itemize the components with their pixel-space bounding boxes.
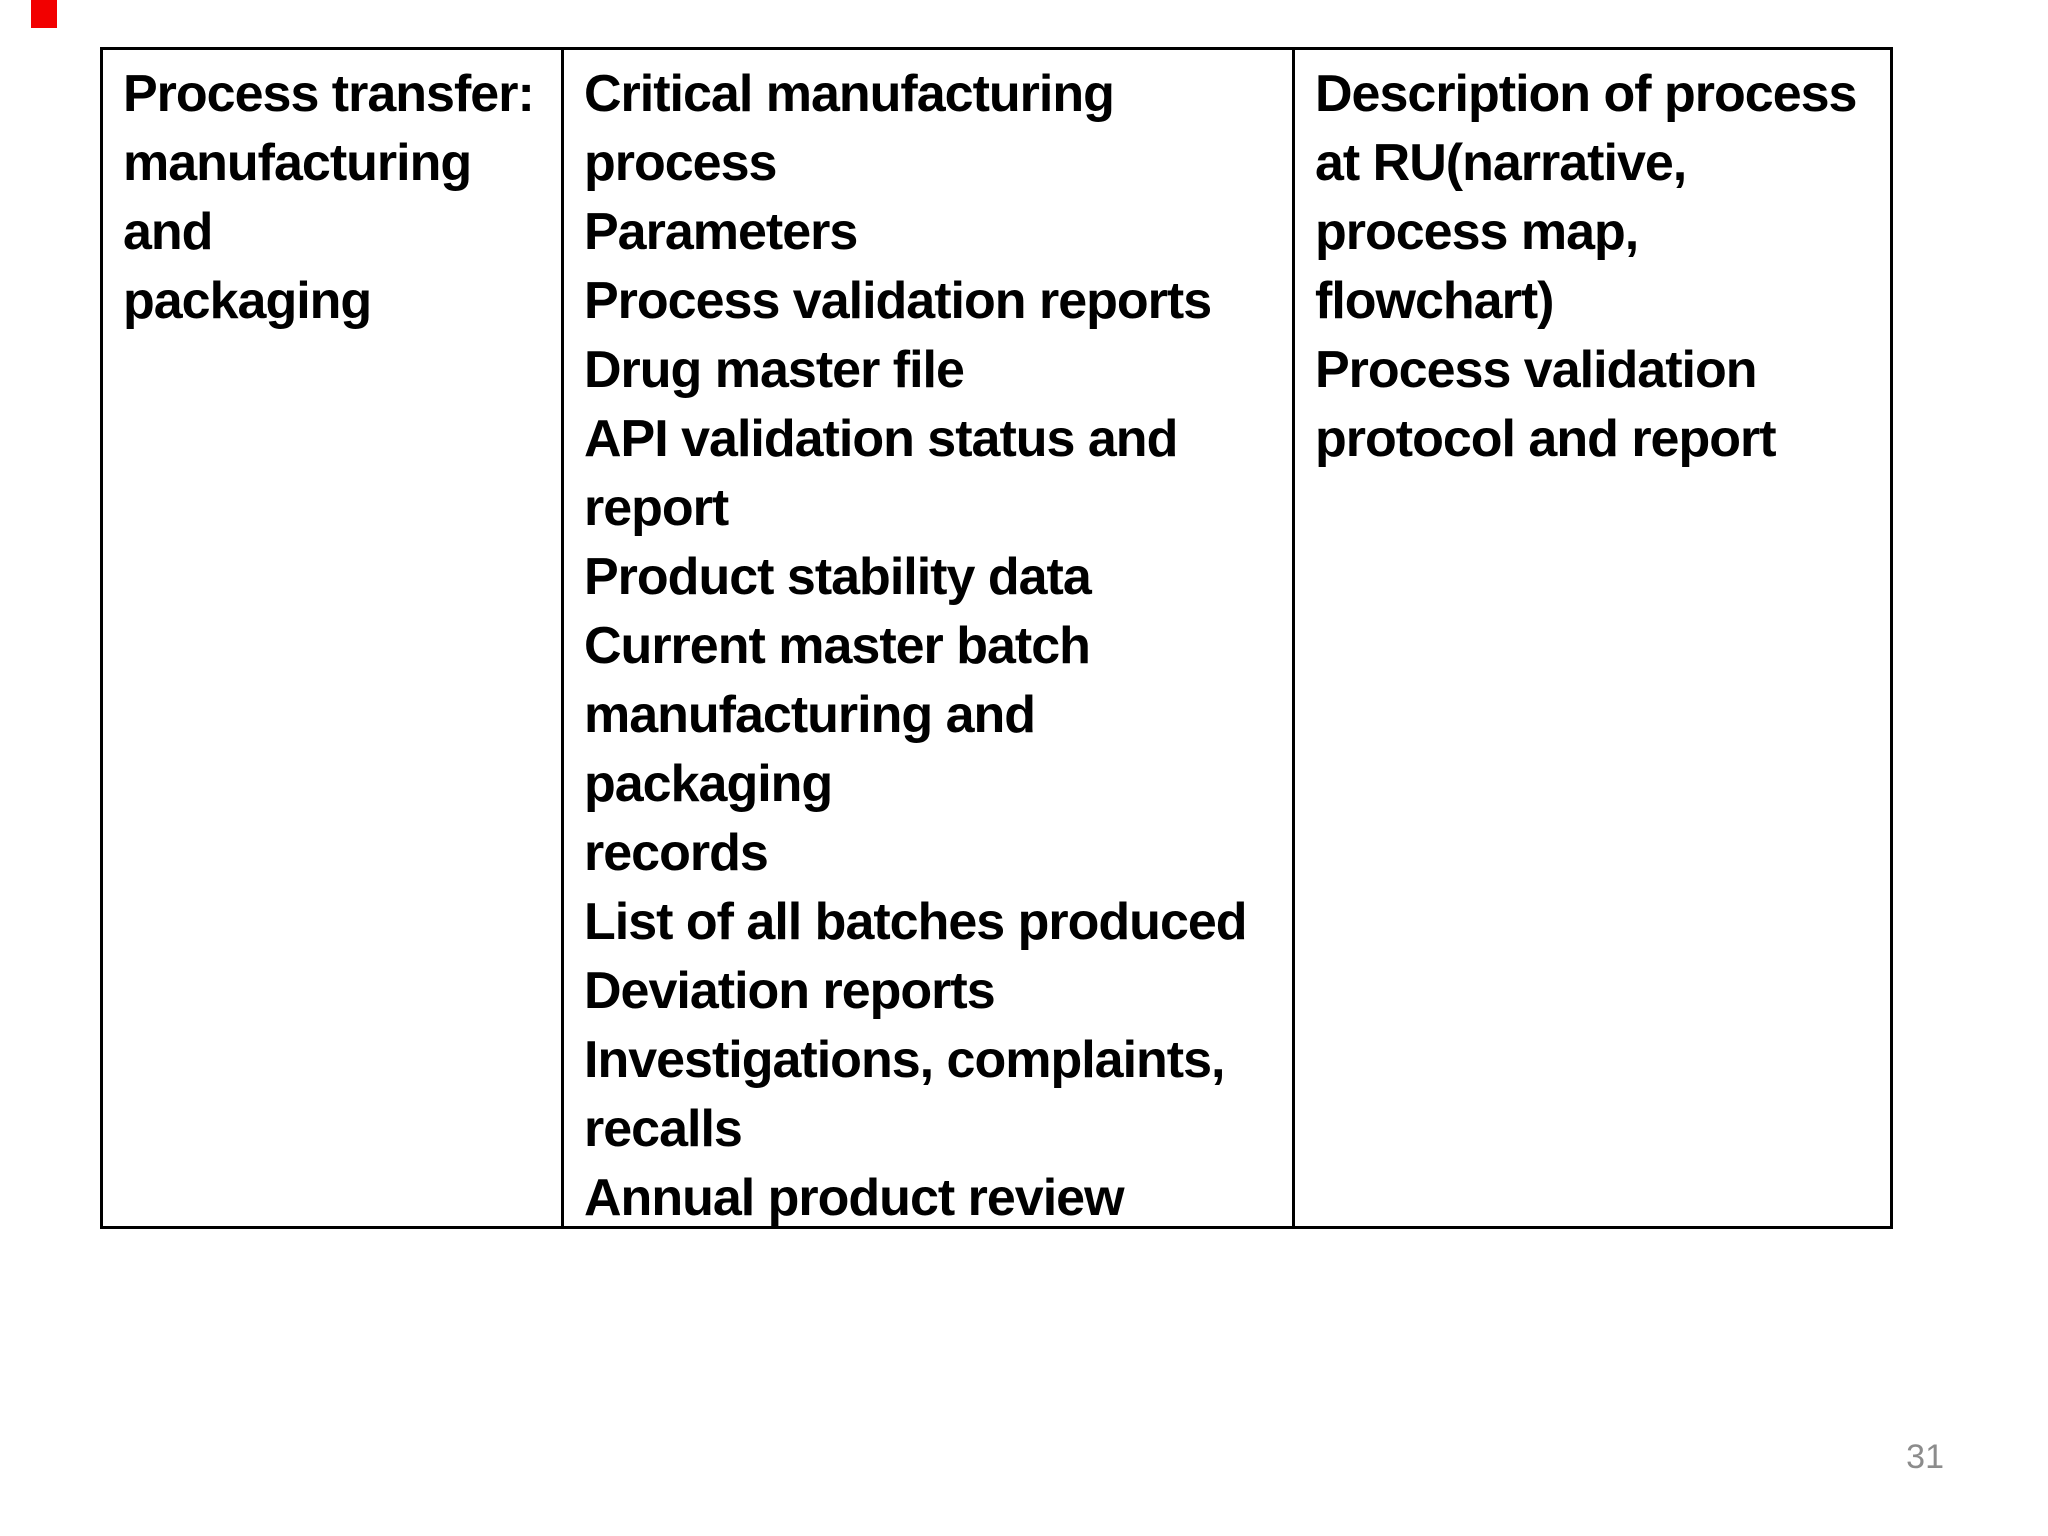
table-line: recalls (584, 1100, 743, 1158)
table-line: manufacturing and (584, 686, 1036, 744)
table-line: process (584, 134, 777, 192)
table-line: Annual product review (584, 1169, 1125, 1226)
table-line: packaging (123, 272, 372, 330)
table-cell-deliverables: Description of process at RU(narrative, pr… (1292, 50, 1890, 1226)
table-line: at RU(narrative, (1315, 134, 1687, 192)
table-line: protocol and report (1315, 410, 1777, 468)
table-cell-documents: Critical manufacturing process Parameters P… (561, 50, 1292, 1226)
table-line: Current master batch (584, 617, 1091, 675)
table-line: Process transfer: (123, 65, 535, 123)
table-cell-category: Process transfer: manufacturing and packagi… (103, 50, 561, 1226)
table-line: report (584, 479, 729, 537)
table-line: and (123, 203, 213, 261)
table-line: Deviation reports (584, 962, 996, 1020)
table-line: Description of process (1315, 65, 1857, 123)
table-line: records (584, 824, 769, 882)
table-line: Critical manufacturing (584, 65, 1115, 123)
process-transfer-table: Process transfer: manufacturing and packagi… (100, 47, 1893, 1229)
table-line: Process validation (1315, 341, 1758, 399)
page-number: 31 (1906, 1438, 1944, 1476)
table-line: process map, (1315, 203, 1639, 261)
table-line: Drug master file (584, 341, 965, 399)
table-line: manufacturing (123, 134, 472, 192)
table-line: Process validation reports (584, 272, 1212, 330)
red-accent-bar (31, 0, 57, 28)
table-line: Product stability data (584, 548, 1092, 606)
table-line: packaging (584, 755, 833, 813)
table-line: API validation status and (584, 410, 1178, 468)
table-line: Investigations, complaints, (584, 1031, 1225, 1089)
table-line: List of all batches produced (584, 893, 1248, 951)
table-line: Parameters (584, 203, 858, 261)
table-line: flowchart) (1315, 272, 1554, 330)
